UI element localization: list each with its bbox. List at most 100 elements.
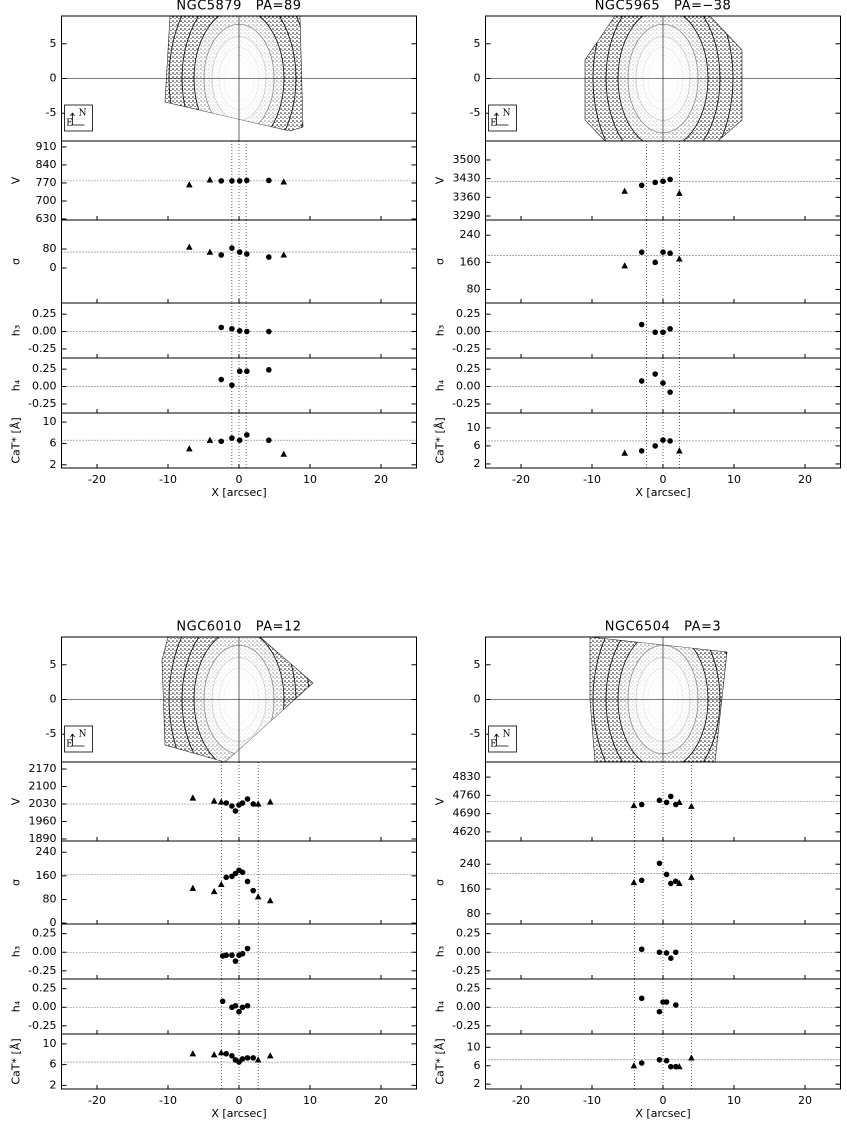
point-triangle xyxy=(217,1049,225,1056)
point-circle xyxy=(668,1063,674,1070)
point-circle xyxy=(239,869,246,876)
y-axis-label: V xyxy=(10,176,23,184)
y-tick-label: 5 xyxy=(50,37,57,50)
y-axis-label: h₃ xyxy=(10,325,23,336)
x-axis-label: X [arcsec] xyxy=(211,1107,266,1120)
point-circle xyxy=(218,438,225,445)
point-triangle xyxy=(189,1050,197,1057)
point-circle xyxy=(638,946,645,953)
y-tick-label: 80 xyxy=(43,242,57,255)
y-tick-label: 0 xyxy=(474,72,481,85)
y-tick-label: 10 xyxy=(43,415,57,428)
point-triangle xyxy=(676,447,683,454)
y-axis-label: CaT* [Å] xyxy=(10,417,23,463)
point-triangle xyxy=(676,189,683,196)
point-circle xyxy=(660,178,666,185)
point-circle xyxy=(244,796,251,802)
x-tick-label: 20 xyxy=(374,473,388,486)
point-circle xyxy=(667,250,673,256)
x-tick-label: -10 xyxy=(583,1094,601,1107)
x-tick-label: 0 xyxy=(236,473,243,486)
y-tick-label: 0.00 xyxy=(32,1000,57,1013)
point-circle xyxy=(660,249,666,255)
point-triangle xyxy=(206,436,214,443)
point-circle xyxy=(232,808,239,814)
x-tick-label: 10 xyxy=(727,1094,741,1107)
y-tick-label: 0 xyxy=(50,916,57,929)
x-axis-label: X [arcsec] xyxy=(211,486,266,499)
y-tick-label: 630 xyxy=(36,212,57,225)
chart-title: NGC5879 PA=89 xyxy=(176,0,301,14)
compass-north: N xyxy=(503,730,511,740)
compass-box xyxy=(64,104,93,132)
point-circle xyxy=(638,801,645,808)
y-tick-label: 1960 xyxy=(29,815,57,828)
point-triangle xyxy=(254,1056,262,1063)
point-circle xyxy=(638,877,645,884)
point-circle xyxy=(656,949,663,956)
point-triangle xyxy=(676,255,683,262)
y-tick-label: 6 xyxy=(474,1059,481,1072)
point-circle xyxy=(239,1004,246,1011)
y-tick-label: 4830 xyxy=(453,770,481,783)
point-circle xyxy=(229,803,235,809)
point-circle xyxy=(667,438,673,444)
point-circle xyxy=(218,178,225,184)
point-circle xyxy=(638,378,645,384)
y-tick-label: 0 xyxy=(474,693,481,706)
point-circle xyxy=(236,328,243,334)
point-circle xyxy=(663,799,670,806)
y-tick-label: 4620 xyxy=(453,825,481,838)
point-circle xyxy=(244,1055,251,1061)
compass-arrows xyxy=(70,733,85,747)
y-tick-label: -0.25 xyxy=(452,342,480,355)
point-circle xyxy=(236,249,243,255)
y-axis-label: V xyxy=(434,797,447,805)
compass-box xyxy=(488,725,517,753)
x-tick-label: -20 xyxy=(512,473,530,486)
y-tick-label: 0.00 xyxy=(456,1000,481,1013)
y-tick-label: 6 xyxy=(50,1058,57,1071)
point-circle xyxy=(236,1008,242,1015)
y-tick-label: 840 xyxy=(36,158,57,171)
point-triangle xyxy=(186,243,193,250)
point-circle xyxy=(232,958,239,964)
y-tick-label: -5 xyxy=(46,727,57,740)
point-circle xyxy=(244,368,250,375)
x-tick-label: 0 xyxy=(660,473,667,486)
point-circle xyxy=(652,259,658,266)
y-tick-label: 0.00 xyxy=(456,380,481,393)
compass-east: E xyxy=(66,119,73,129)
point-triangle xyxy=(621,187,628,194)
point-circle xyxy=(672,949,679,956)
point-circle xyxy=(244,1002,251,1009)
x-tick-label: -20 xyxy=(512,1094,530,1107)
point-triangle xyxy=(217,798,225,805)
y-tick-label: 0.25 xyxy=(32,307,57,320)
chart-title: NGC5965 PA=−38 xyxy=(595,0,732,14)
compass-east: E xyxy=(490,740,497,750)
x-tick-label: -20 xyxy=(88,1094,106,1107)
compass-east: E xyxy=(66,740,73,750)
point-circle xyxy=(660,437,666,443)
point-circle xyxy=(229,382,235,388)
y-tick-label: -0.25 xyxy=(28,1019,56,1032)
y-tick-label: 240 xyxy=(36,845,57,858)
y-tick-label: 160 xyxy=(36,869,57,882)
point-circle xyxy=(672,1063,679,1070)
point-circle xyxy=(244,878,251,885)
y-axis-label: σ xyxy=(434,258,447,265)
y-axis-label: V xyxy=(10,797,23,805)
point-triangle xyxy=(280,178,288,185)
point-circle xyxy=(672,1002,679,1008)
point-circle xyxy=(239,950,246,957)
y-tick-label: 2030 xyxy=(29,797,57,810)
y-tick-label: 160 xyxy=(460,882,481,895)
y-tick-label: 6 xyxy=(50,436,57,449)
chart-title: NGC6504 PA=3 xyxy=(605,620,721,635)
y-tick-label: 2170 xyxy=(29,762,57,775)
point-circle xyxy=(239,800,246,806)
y-tick-label: 770 xyxy=(36,176,57,189)
y-axis-label: h₄ xyxy=(434,379,447,391)
